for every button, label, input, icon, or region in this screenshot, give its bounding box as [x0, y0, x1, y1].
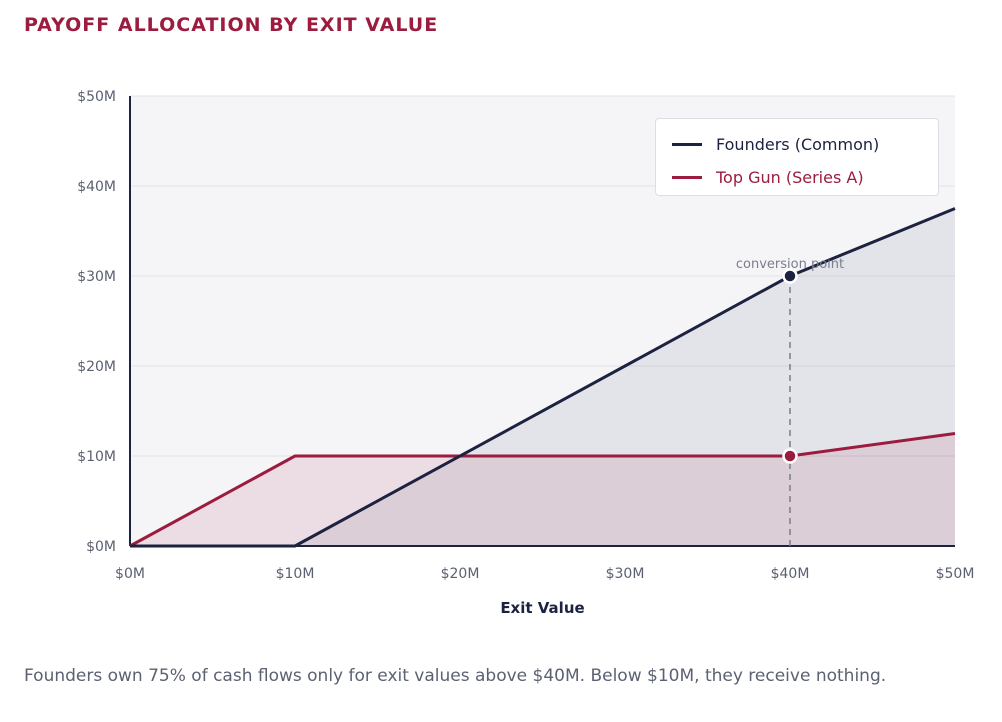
x-tick-label: $10M — [276, 566, 315, 582]
marker-founders-conversion — [782, 268, 798, 284]
chart-caption: Founders own 75% of cash flows only for … — [24, 666, 887, 686]
conversion-point-label: conversion point — [736, 257, 844, 272]
y-tick-label: $30M — [77, 269, 116, 285]
x-axis-label: Exit Value — [500, 599, 584, 617]
y-tick-label: $40M — [77, 179, 116, 195]
y-tick-label: $0M — [86, 539, 116, 555]
chart-title: PAYOFF ALLOCATION BY EXIT VALUE — [24, 14, 439, 36]
x-tick-label: $20M — [441, 566, 480, 582]
y-tick-label: $50M — [77, 89, 116, 105]
legend-swatch-founders — [672, 142, 702, 146]
line-series-a — [129, 432, 956, 548]
legend-label-series-a: Top Gun (Series A) — [716, 167, 864, 187]
y-tick-label: $20M — [77, 359, 116, 375]
line-founders — [130, 207, 956, 548]
x-tick-label: $40M — [771, 566, 810, 582]
legend-item-series-a: Top Gun (Series A) — [672, 165, 864, 189]
area-founders — [130, 208, 955, 546]
area-series-a — [130, 433, 955, 546]
x-tick-label: $50M — [936, 566, 975, 582]
x-tick-label: $30M — [606, 566, 645, 582]
legend-swatch-series-a — [672, 175, 702, 179]
legend-label-founders: Founders (Common) — [716, 134, 880, 154]
x-tick-label: $0M — [115, 566, 145, 582]
legend-item-founders: Founders (Common) — [672, 132, 879, 156]
chart-legend: Founders (Common) Top Gun (Series A) — [655, 118, 939, 196]
marker-series-a-conversion — [782, 448, 798, 464]
y-tick-label: $10M — [77, 449, 116, 465]
